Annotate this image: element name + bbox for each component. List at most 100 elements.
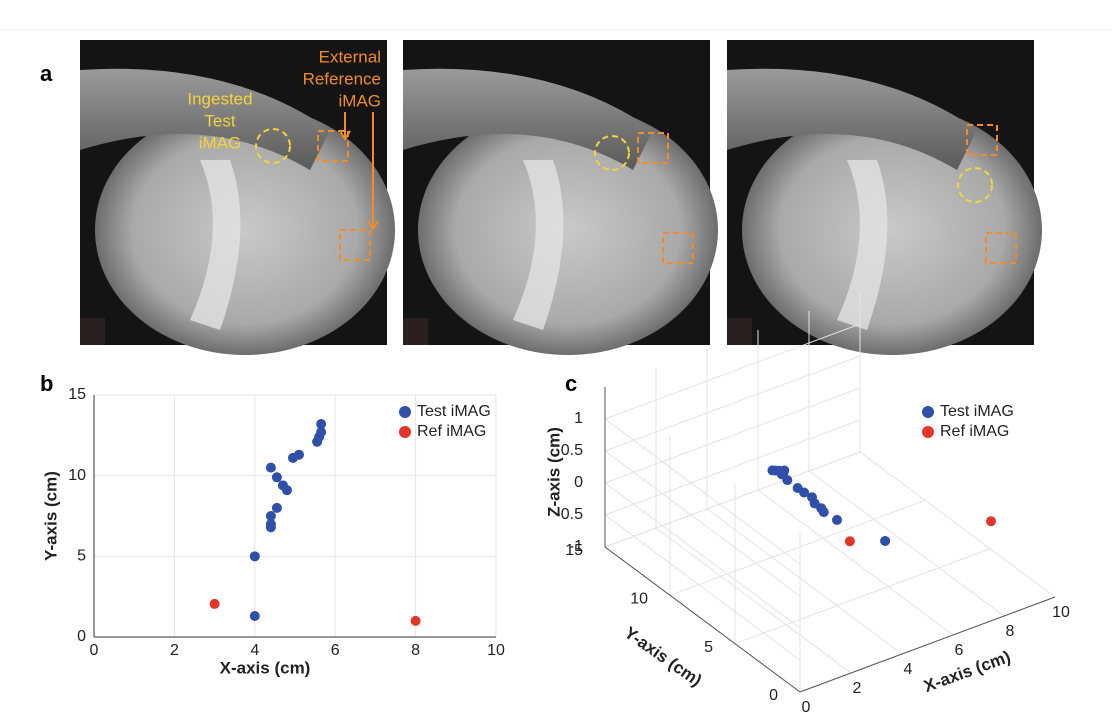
x-tick-label: 10 [1052, 604, 1070, 621]
xray-corner [80, 318, 105, 345]
xray-corner [403, 318, 428, 345]
plot-c: 0 2 4 6 8 10 0 5 10 15-1 -0.5 0 0.5 1 X-axis (cm) Y-axi… [544, 292, 1070, 716]
test-marker [255, 128, 291, 164]
annotations: Ingested Test iMAG External Reference iM… [187, 47, 381, 152]
annotation: External [319, 47, 381, 66]
femur [513, 160, 564, 330]
point [281, 485, 292, 496]
x-tick-label: 6 [955, 642, 964, 659]
point [844, 536, 855, 547]
legend-label: Test iMAG [417, 403, 491, 420]
grid-line [655, 527, 852, 674]
x-axis-title: X-axis (cm) [921, 647, 1013, 696]
abdomen [95, 105, 395, 355]
point [832, 514, 842, 525]
grid-line [808, 470, 1005, 617]
point [209, 598, 220, 609]
y-axis-title: Y-axis (cm) [621, 623, 705, 690]
y-tick-label: 10 [68, 467, 86, 484]
grid-line [604, 451, 861, 548]
z-axis-title: Z-axis (cm) [544, 427, 563, 517]
y-axis-title: Y-axis (cm) [41, 471, 60, 561]
xray-images [80, 40, 1042, 355]
legend-marker [922, 406, 934, 418]
panel-label: a [40, 61, 53, 86]
plot-b: 0 2 4 6 8 10 0 5 10 15 X-axis (cm) Y-axis (cm) Test … [41, 386, 505, 677]
y-tick-label: 0 [77, 628, 86, 645]
axis [799, 596, 1056, 693]
grid-line [604, 418, 801, 565]
annotation: Reference [303, 69, 381, 88]
grid-line [757, 489, 954, 636]
z-tick-label: -0.5 [555, 506, 583, 523]
grid-line [669, 499, 926, 596]
ref-marker [985, 232, 1017, 264]
grid-line [734, 548, 991, 645]
y-tick-label: 10 [630, 591, 648, 608]
annotation: iMAG [199, 133, 242, 152]
test-marker [594, 135, 630, 171]
point [986, 516, 996, 527]
point [410, 615, 421, 626]
y-tick-label: 15 [565, 542, 583, 559]
xray [727, 40, 1042, 355]
point [880, 535, 891, 546]
annotation: Ingested [187, 89, 252, 108]
grid-line [604, 323, 861, 420]
grid-line [604, 419, 861, 516]
y-tick-label: 15 [68, 386, 86, 403]
point [265, 462, 276, 473]
z-tick-label: 0.5 [561, 442, 583, 459]
point [249, 611, 260, 622]
y-tick-label: 5 [704, 639, 713, 656]
legend-label: Ref iMAG [417, 423, 486, 440]
annotation: iMAG [339, 91, 382, 110]
y-tick-label: 0 [769, 687, 778, 704]
legend-marker [399, 426, 411, 438]
arrow [367, 112, 379, 231]
xray [80, 40, 395, 355]
ref-marker [339, 229, 371, 261]
ref-marker [637, 132, 669, 164]
axis [604, 546, 801, 693]
femur [190, 160, 241, 330]
legend-label: Test iMAG [940, 403, 1014, 420]
panel-label: c [565, 371, 577, 396]
z-tick-label: 0 [574, 474, 583, 491]
legend-label: Ref iMAG [940, 423, 1009, 440]
x-tick-label: 0 [90, 642, 99, 659]
abdomen [742, 105, 1042, 355]
spine [727, 68, 977, 170]
z-tick-label: 1 [574, 410, 583, 427]
x-tick-label: 8 [411, 642, 420, 659]
grid-line [706, 508, 903, 655]
xray [403, 40, 718, 355]
point [249, 551, 260, 562]
grid-line [604, 514, 801, 661]
point [271, 472, 282, 483]
spine [403, 68, 653, 170]
point [294, 449, 305, 460]
x-tick-label: 6 [331, 642, 340, 659]
x-tick-label: 2 [853, 680, 862, 697]
point [767, 465, 778, 476]
point [271, 502, 282, 513]
abdomen [418, 105, 718, 355]
spine [80, 68, 330, 170]
point [799, 487, 810, 498]
point [316, 427, 327, 438]
x-tick-label: 2 [170, 642, 179, 659]
legend-marker [922, 426, 934, 438]
xray-corner [727, 318, 752, 345]
y-tick-label: 5 [77, 548, 86, 565]
panel-label: b [40, 371, 53, 396]
grid-line [604, 355, 861, 452]
grid-line [604, 482, 801, 629]
x-tick-label: 4 [250, 642, 259, 659]
x-axis-title: X-axis (cm) [220, 658, 311, 677]
grid-line [859, 451, 1056, 598]
z-tick-label: -1 [569, 538, 583, 555]
point [265, 519, 276, 530]
point [316, 419, 327, 430]
